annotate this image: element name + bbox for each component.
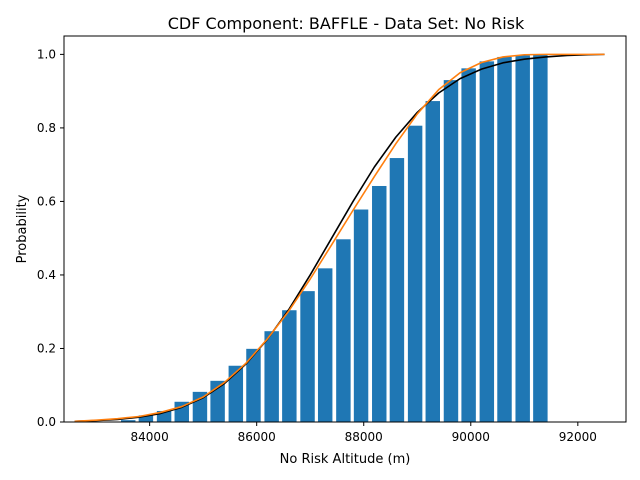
x-tick-label: 90000 — [452, 430, 490, 444]
x-tick-label: 84000 — [131, 430, 169, 444]
plot-frame — [63, 35, 627, 423]
x-tick-label: 88000 — [345, 430, 383, 444]
bar — [515, 55, 530, 422]
bar — [425, 101, 440, 422]
bar — [353, 209, 369, 422]
chart-title: CDF Component: BAFFLE - Data Set: No Ris… — [168, 14, 525, 33]
y-tick-label: 0.8 — [37, 121, 56, 135]
bar — [443, 80, 459, 423]
bar — [138, 415, 154, 422]
black-cdf-line — [74, 53, 605, 423]
y-tick-label: 1.0 — [37, 47, 56, 61]
x-axis: 84000 86000 88000 90000 92000 — [131, 422, 597, 444]
bar — [407, 125, 423, 422]
bar — [228, 365, 244, 422]
y-axis-label: Probability — [15, 194, 30, 263]
bar — [479, 61, 495, 423]
bar — [461, 68, 476, 422]
orange-cdf-line — [74, 53, 605, 423]
x-tick-label: 92000 — [559, 430, 597, 444]
bar — [336, 239, 351, 422]
x-tick-label: 86000 — [238, 430, 276, 444]
bar — [300, 291, 315, 422]
bars-layer — [121, 54, 548, 423]
y-tick-label: 0.4 — [37, 268, 56, 282]
bar — [246, 348, 261, 422]
bar — [389, 158, 405, 423]
bar — [264, 331, 279, 422]
bar — [282, 310, 297, 422]
y-tick-label: 0.6 — [37, 194, 56, 208]
bar — [372, 185, 387, 422]
x-axis-label: No Risk Altitude (m) — [280, 452, 411, 467]
bar — [533, 54, 548, 422]
bar — [497, 56, 512, 422]
bar — [317, 268, 333, 422]
y-axis: 0.0 0.2 0.4 0.6 0.8 1.0 — [37, 47, 64, 429]
bar — [121, 420, 136, 422]
y-tick-label: 0.2 — [37, 341, 56, 355]
y-tick-label: 0.0 — [37, 415, 56, 429]
lines-layer — [74, 53, 605, 423]
bar — [156, 410, 172, 422]
